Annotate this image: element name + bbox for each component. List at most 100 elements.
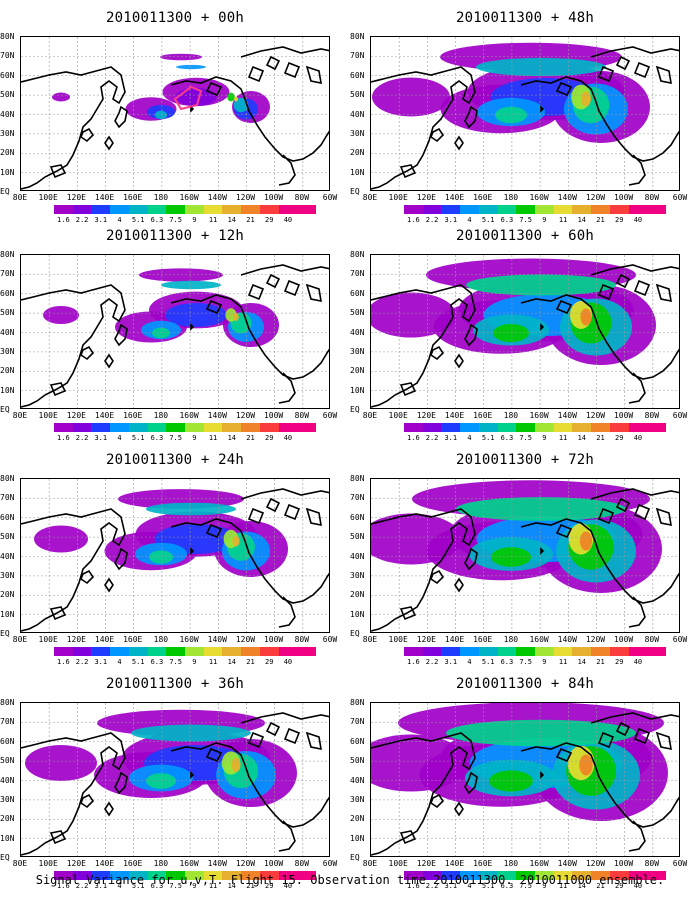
lat-label: 10N xyxy=(0,385,15,395)
gridlines-p84 xyxy=(371,703,679,856)
colorbar-swatch xyxy=(460,423,479,432)
colorbar-swatch xyxy=(591,205,610,214)
colorbar-swatch xyxy=(404,205,423,214)
gridlines-p24 xyxy=(21,479,329,632)
lon-label: 160W xyxy=(529,411,549,420)
colorbar-swatch xyxy=(628,871,648,880)
colorbar-label: 40 xyxy=(283,882,293,890)
lon-label: 80W xyxy=(294,411,310,420)
colorbar-label: 40 xyxy=(633,434,643,442)
variance-region xyxy=(146,773,176,789)
variance-region xyxy=(495,106,527,124)
colorbar-label: 40 xyxy=(283,434,293,442)
lat-label: 60N xyxy=(350,288,365,298)
lat-label: 70N xyxy=(350,269,365,279)
gridlines-p00 xyxy=(21,37,329,190)
colorbar-label: 1.6 xyxy=(407,434,420,442)
colorbar-swatch xyxy=(222,871,242,880)
variance-region xyxy=(234,96,238,102)
colorbar-label: 5.1 xyxy=(481,434,495,442)
colorbar-label: 4 xyxy=(467,216,472,224)
lat-label: 60N xyxy=(350,512,365,522)
lat-label: 10N xyxy=(350,609,365,619)
variance-region xyxy=(233,97,249,113)
colorbar-swatch xyxy=(241,205,260,214)
lon-label: 100E xyxy=(38,635,58,644)
map-p12 xyxy=(20,254,330,409)
colorbar-swatch xyxy=(166,871,186,880)
map-p24 xyxy=(20,478,330,633)
variance-region xyxy=(466,274,616,296)
colorbar-p12 xyxy=(54,423,317,432)
colorbar-label: 40 xyxy=(633,658,643,666)
map-p00 xyxy=(20,36,330,191)
lon-label: 160E xyxy=(473,859,493,868)
lat-label: 80N xyxy=(350,698,365,707)
colorbar-label: 1.6 xyxy=(57,434,70,442)
colorbar-swatch xyxy=(128,423,148,432)
colorbar-label: 6.3 xyxy=(150,658,164,666)
lon-label: 120E xyxy=(416,411,436,420)
variance-region xyxy=(476,57,606,77)
map-plot-p36 xyxy=(21,703,329,856)
colorbar-swatch xyxy=(203,423,223,432)
colorbar-label: 40 xyxy=(283,216,293,224)
colorbar-swatch xyxy=(203,205,223,214)
colorbar-label: 2.2 xyxy=(425,882,439,890)
colorbar-swatch xyxy=(222,205,242,214)
lat-label: 30N xyxy=(0,570,15,580)
figure-caption: Signal Variance for u,v,T. Flight 15. Ob… xyxy=(35,873,665,887)
colorbar-swatch xyxy=(259,647,279,656)
lon-label: 140W xyxy=(207,411,227,420)
colorbar-label: 2.2 xyxy=(425,658,439,666)
lat-label: 60N xyxy=(0,736,15,746)
lat-label: 80N xyxy=(0,698,15,707)
colorbar-label: 2.2 xyxy=(425,434,439,442)
lon-label: 140E xyxy=(94,411,115,420)
variance-region xyxy=(233,313,239,321)
colorbar-swatch xyxy=(422,647,442,656)
colorbar-label: 29 xyxy=(264,216,274,224)
lat-label: 20N xyxy=(350,148,365,158)
colorbar-swatch xyxy=(441,647,461,656)
colorbar-swatch xyxy=(591,647,610,656)
lat-label: 80N xyxy=(0,474,15,483)
lon-label: 60W xyxy=(672,411,688,420)
colorbar-swatch xyxy=(72,423,92,432)
colorbar-swatch xyxy=(441,871,461,880)
colorbar-swatch xyxy=(203,647,223,656)
lon-label: 160W xyxy=(529,635,549,644)
lat-label: 30N xyxy=(0,794,15,804)
colorbar-swatch xyxy=(478,423,498,432)
lon-label: 120W xyxy=(235,635,256,644)
variance-region xyxy=(146,502,236,516)
colorbar-swatch xyxy=(259,871,279,880)
colorbar-swatch xyxy=(72,871,92,880)
lon-label: 180 xyxy=(153,411,169,420)
lon-label: 140E xyxy=(94,859,115,868)
variance-region xyxy=(155,110,167,120)
colorbar-label: 2.2 xyxy=(75,216,89,224)
lon-label: 140W xyxy=(557,411,577,420)
coastline-p48 xyxy=(371,46,679,190)
lon-label: 120W xyxy=(585,859,606,868)
variance-region xyxy=(25,745,97,781)
colorbar-label: 4 xyxy=(117,216,122,224)
colorbar-swatch xyxy=(441,423,461,432)
colorbar-label: 21 xyxy=(246,658,255,666)
colorbar-swatch xyxy=(54,871,73,880)
lon-label: 140W xyxy=(557,635,577,644)
lat-label: 40N xyxy=(0,109,15,119)
lon-label: 80W xyxy=(294,859,310,868)
lat-label: 60N xyxy=(350,70,365,80)
colorbar-swatch xyxy=(553,871,573,880)
colorbar-label: 1.6 xyxy=(407,658,420,666)
colorbar-label: 6.3 xyxy=(500,434,514,442)
colorbar-label: 9 xyxy=(192,216,197,224)
colorbar-swatch xyxy=(460,647,479,656)
colorbar-label: 5.1 xyxy=(131,434,145,442)
colorbar-label: 14 xyxy=(577,882,586,890)
variance-region xyxy=(161,280,221,290)
colorbar-label: 29 xyxy=(614,882,624,890)
colorbar-swatch xyxy=(297,423,317,432)
